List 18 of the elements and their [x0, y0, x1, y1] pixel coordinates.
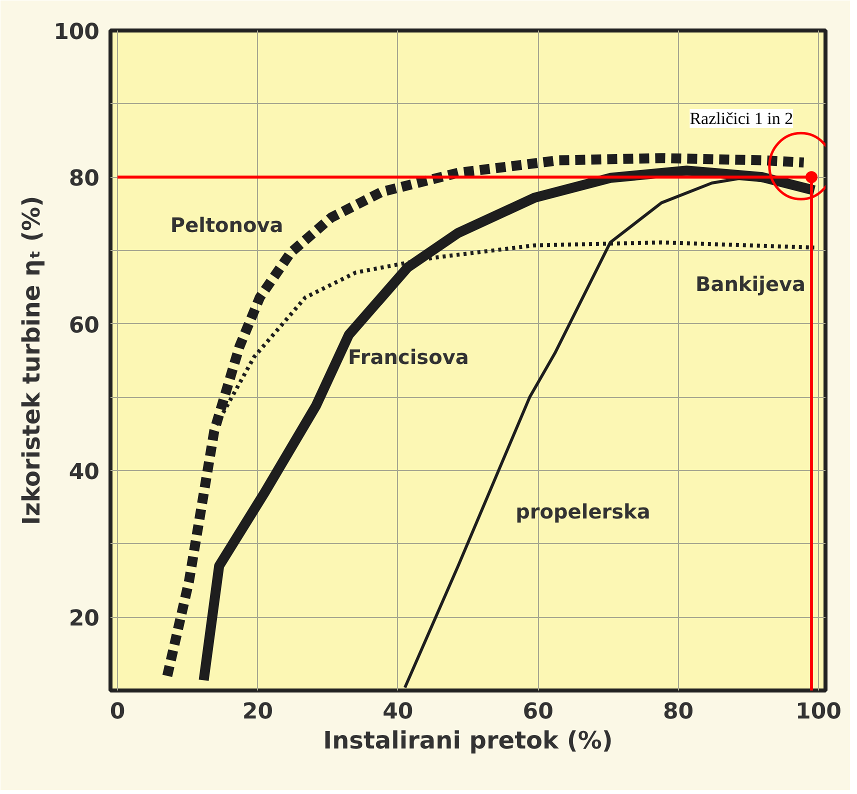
x-tick-label: 40	[382, 700, 414, 724]
y-tick-label: 60	[68, 313, 100, 338]
series-label: Bankijeva	[695, 272, 806, 296]
y-tick-label: 100	[54, 20, 100, 45]
series-label: propelerska	[516, 500, 650, 524]
series-label: Francisova	[348, 344, 469, 369]
y-tick-label: 20	[68, 606, 100, 632]
x-tick-label: 80	[662, 700, 694, 724]
y-tick-label: 80	[68, 166, 100, 192]
y-axis-title: Izkoristek turbine ηₜ (%)	[18, 196, 46, 526]
x-tick-label: 100	[796, 700, 842, 724]
x-tick-label: 60	[522, 700, 554, 724]
x-tick-label: 0	[110, 700, 126, 724]
annotation: Različici 1 in 2	[690, 109, 794, 128]
y-tick-label: 40	[68, 460, 100, 485]
x-axis-title: Instalirani pretok (%)	[323, 726, 613, 754]
x-tick-label: 20	[242, 700, 274, 724]
series-label: Peltonova	[170, 212, 284, 237]
